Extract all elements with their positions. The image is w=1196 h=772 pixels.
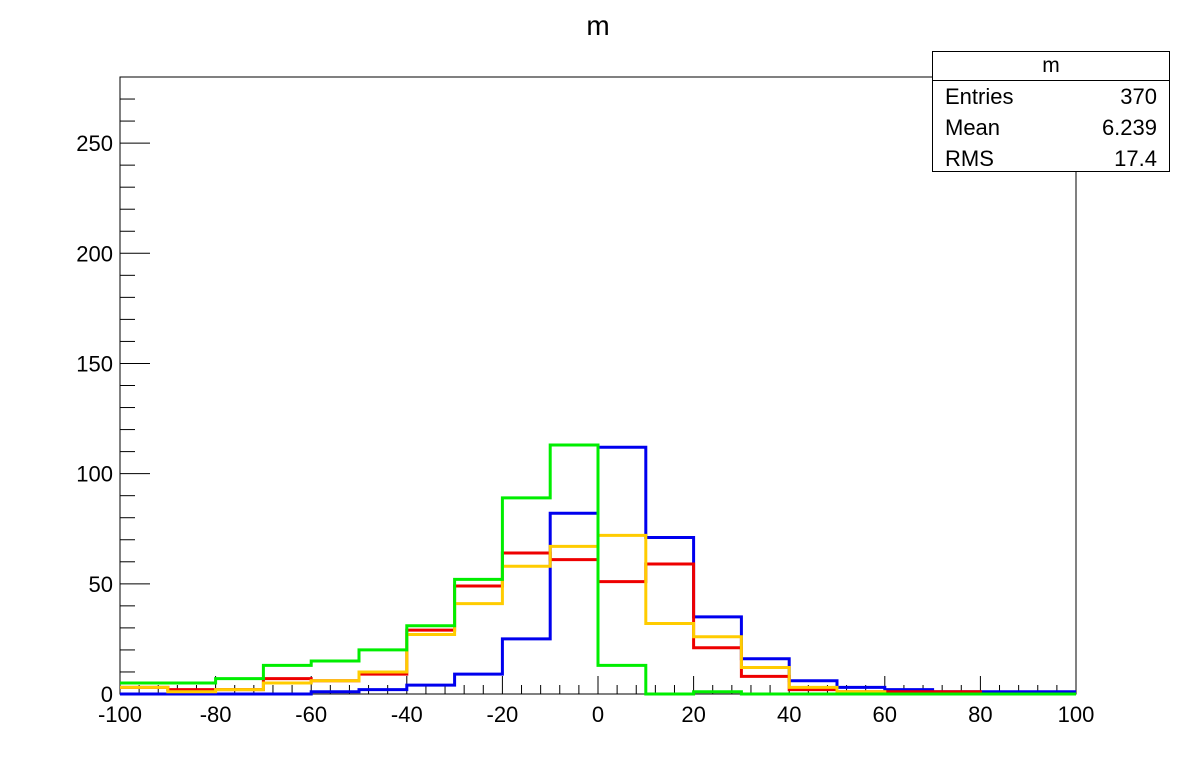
stats-row-mean: Mean 6.239 [933,112,1169,143]
y-tick-label: 200 [76,241,113,266]
x-tick-label: 80 [968,702,992,727]
histogram-series-3 [120,533,1076,696]
x-tick-label: 60 [873,702,897,727]
chart-title: m [586,10,609,41]
x-axis: -100 -80 -60 -40 -20 0 20 40 60 80 100 [98,676,1094,727]
y-tick-label: 100 [76,462,113,487]
x-tick-label: -80 [200,702,232,727]
x-tick-label: 40 [777,702,801,727]
stats-value: 6.239 [1101,115,1157,140]
y-tick-label: 50 [89,572,113,597]
x-tick-label: 0 [592,702,604,727]
x-tick-label: 100 [1058,702,1095,727]
stats-label: RMS [945,146,994,171]
stats-row-entries: Entries 370 [933,81,1169,112]
x-tick-label: -20 [487,702,519,727]
y-tick-label: 0 [101,682,113,707]
y-axis: 0 50 100 150 200 250 [76,76,150,707]
x-tick-label: -40 [391,702,423,727]
histogram-series-4 [120,443,1076,696]
y-tick-label: 250 [76,131,113,156]
x-tick-label: -60 [295,702,327,727]
series-layer [120,443,1076,696]
stats-value: 17.4 [1114,146,1157,171]
y-tick-label: 150 [76,351,113,376]
x-tick-label: 20 [681,702,705,727]
stats-label: Entries [945,84,1014,109]
stats-label: Mean [945,115,1001,140]
x-tick-label: -100 [98,702,142,727]
stats-value: 370 [1120,84,1157,109]
stats-title: m [933,52,1169,81]
stats-box: m Entries 370 Mean 6.239 RMS 17.4 [932,51,1170,172]
stats-row-rms: RMS 17.4 [933,143,1169,174]
